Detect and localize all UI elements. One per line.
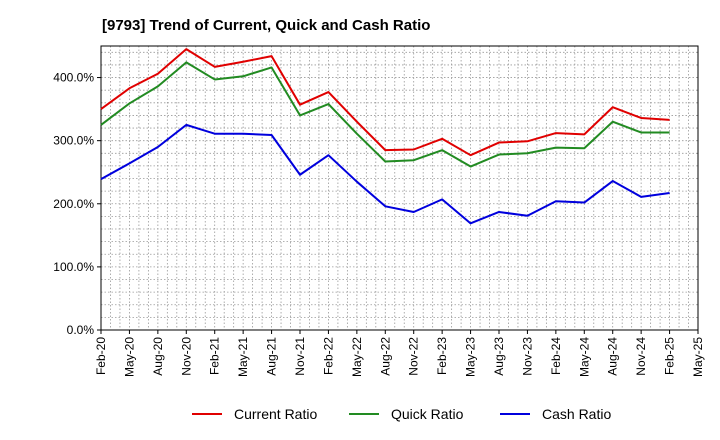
legend-label-current-ratio: Current Ratio — [234, 406, 317, 422]
x-tick-label: Feb-21 — [208, 337, 222, 375]
series-lines — [100, 48, 670, 225]
grid-lines — [101, 46, 698, 330]
series-line-cash-ratio — [100, 123, 670, 225]
y-tick-label: 400.0% — [53, 71, 94, 85]
y-tick-label: 100.0% — [53, 260, 94, 274]
x-tick-label: Nov-21 — [293, 337, 307, 376]
x-tick-label: May-21 — [236, 337, 250, 377]
plot-area — [100, 45, 699, 331]
x-tick-label: Nov-23 — [520, 337, 534, 376]
x-tick-label: May-23 — [464, 337, 478, 377]
legend-label-cash-ratio: Cash Ratio — [542, 406, 611, 422]
x-tick-label: Nov-24 — [634, 337, 648, 376]
x-tick-label: Aug-24 — [606, 337, 620, 376]
y-axis-ticks: 0.0% 100.0% 200.0% 300.0% 400.0% — [53, 71, 101, 337]
x-tick-label: Feb-22 — [321, 337, 335, 375]
x-tick-label: Nov-22 — [407, 337, 421, 376]
x-tick-label: Nov-20 — [179, 337, 193, 376]
x-tick-label: Feb-24 — [549, 337, 563, 375]
legend: Current Ratio Quick Ratio Cash Ratio — [192, 406, 611, 422]
x-tick-label: May-24 — [577, 337, 591, 377]
x-tick-label: May-22 — [350, 337, 364, 377]
x-tick-label: Aug-23 — [492, 337, 506, 376]
x-tick-label: Feb-25 — [663, 337, 677, 375]
x-axis-ticks: Feb-20 May-20 Aug-20 Nov-20 Feb-21 May-21 Aug-… — [94, 330, 705, 377]
chart-title: [9793] Trend of Current, Quick and Cash … — [102, 17, 430, 34]
x-tick-label: Feb-20 — [94, 337, 108, 375]
x-tick-label: May-20 — [122, 337, 136, 377]
x-tick-label: Aug-22 — [378, 337, 392, 376]
y-tick-label: 0.0% — [67, 323, 95, 337]
series-line-quick-ratio — [100, 61, 670, 168]
x-tick-label: Aug-21 — [265, 337, 279, 376]
x-tick-label: Feb-23 — [435, 337, 449, 375]
series-line-current-ratio — [100, 48, 670, 157]
y-tick-label: 300.0% — [53, 134, 94, 148]
x-tick-label: Aug-20 — [151, 337, 165, 376]
x-tick-label: May-25 — [691, 337, 705, 377]
y-tick-label: 200.0% — [53, 197, 94, 211]
legend-label-quick-ratio: Quick Ratio — [391, 406, 464, 422]
